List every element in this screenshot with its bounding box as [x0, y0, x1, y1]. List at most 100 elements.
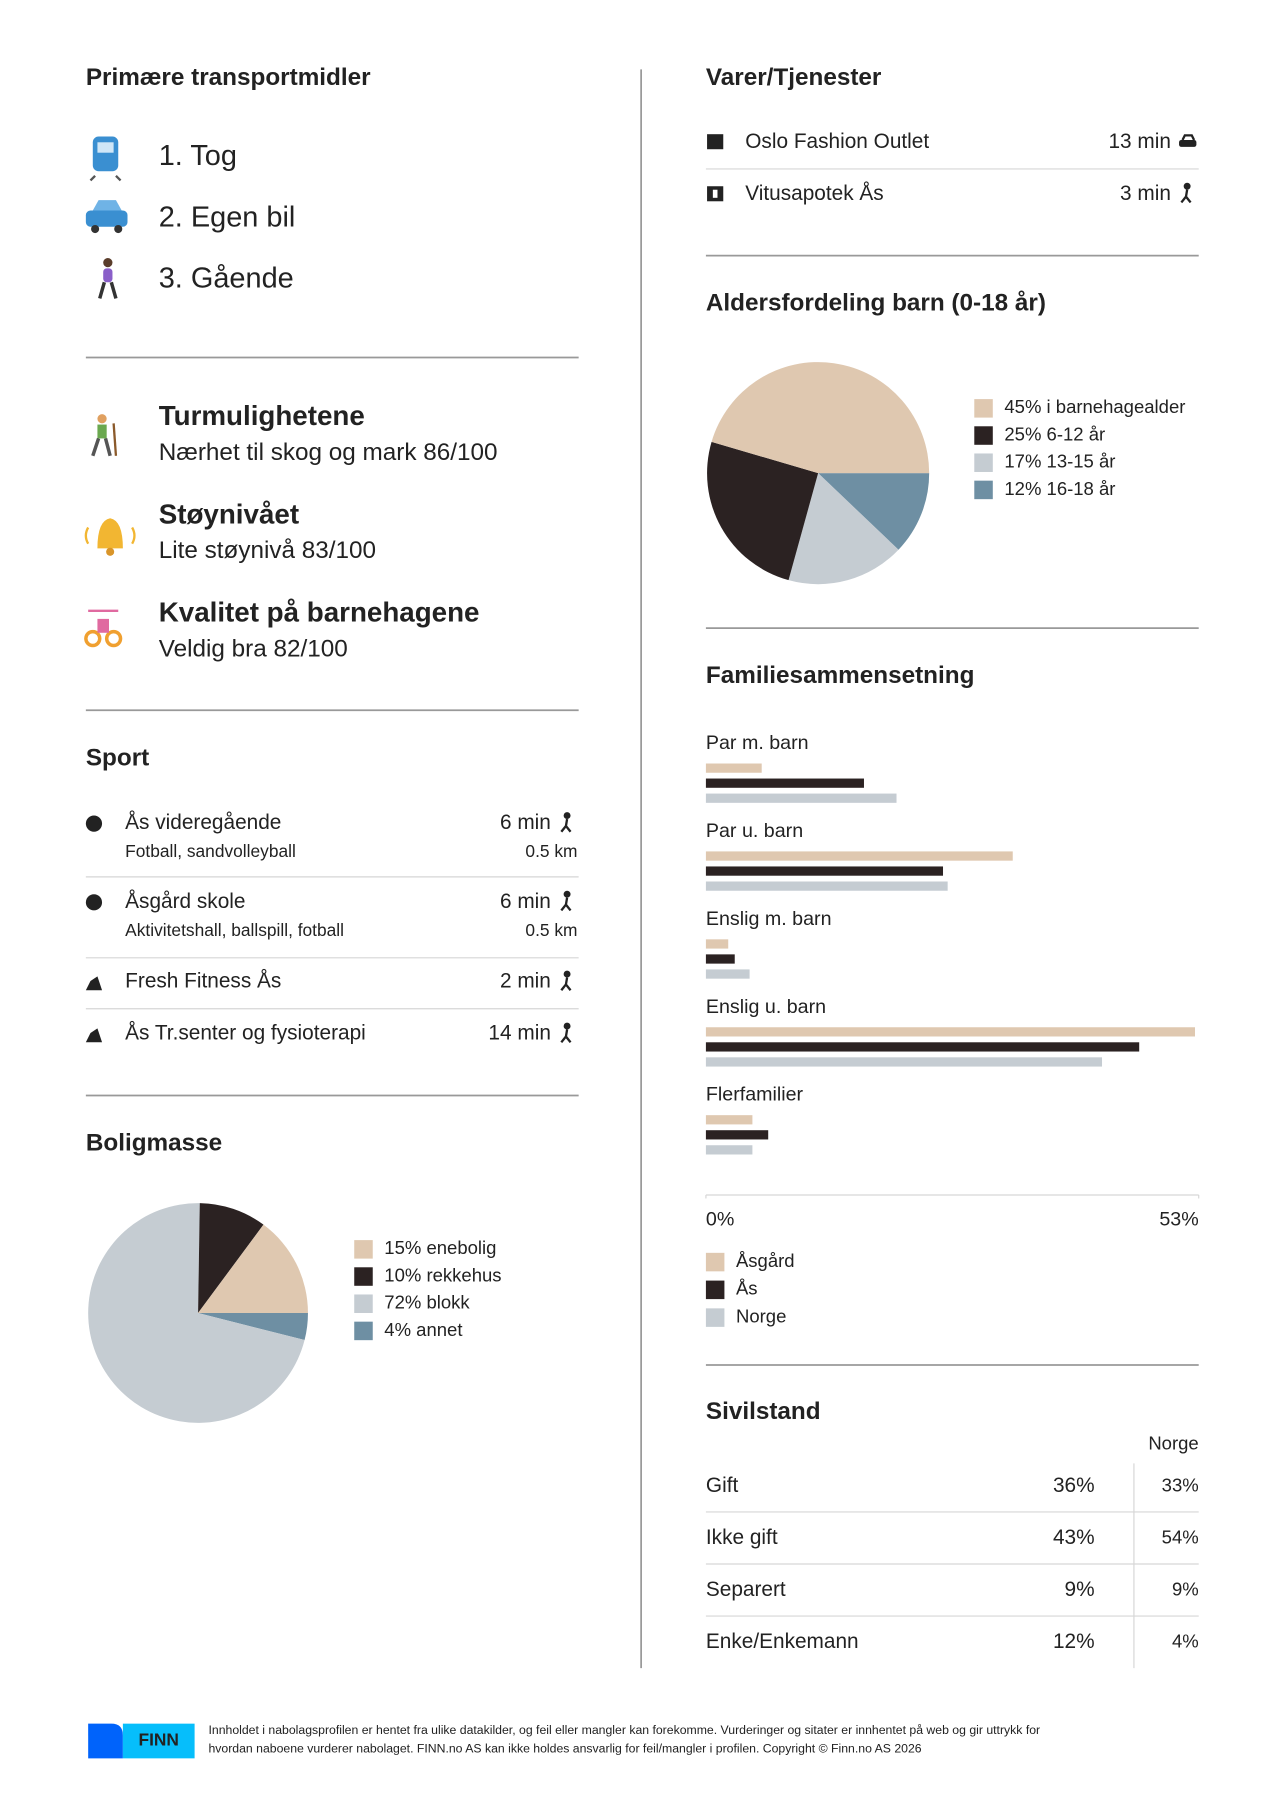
distance: 0.5 km: [525, 841, 577, 861]
pie-slice: [198, 1312, 308, 1341]
place-name: Åsgård skole: [125, 890, 245, 913]
transport-item: 1. Tog: [159, 140, 237, 172]
x-tick-label: 0%: [706, 1209, 734, 1231]
bar: [705, 793, 897, 803]
place-name: Oslo Fashion Outlet: [745, 130, 929, 153]
row-value: 12%: [1053, 1630, 1095, 1653]
chart-title: Aldersfordeling barn (0-18 år): [706, 290, 1046, 317]
legend-label: 45% i barnehagealder: [1004, 396, 1185, 417]
row-value: 36%: [1053, 1474, 1095, 1497]
bell-icon: [84, 518, 136, 556]
bar: [705, 1145, 753, 1155]
legend-swatch: [974, 480, 993, 500]
row-value: 43%: [1053, 1526, 1095, 1549]
bar: [705, 939, 729, 949]
walker-icon: [98, 257, 118, 299]
sport-icons: [85, 815, 103, 1043]
pie-slice: [198, 1224, 308, 1313]
section-title: Varer/Tjenester: [706, 64, 882, 91]
section-title: Sport: [86, 744, 149, 771]
legend-label: Åsgård: [736, 1250, 795, 1271]
pie-slice: [88, 1203, 305, 1423]
legend-label: 4% annet: [384, 1319, 462, 1340]
row-label: Enke/Enkemann: [706, 1630, 859, 1653]
distance: 0.5 km: [525, 920, 577, 940]
legend-label: 10% rekkehus: [384, 1264, 501, 1285]
row-label: Separert: [706, 1578, 786, 1601]
row-value: 9%: [1065, 1578, 1095, 1601]
legend-label: 25% 6-12 år: [1004, 423, 1105, 444]
travel-time: 3 min: [1120, 182, 1171, 205]
pie-slice: [711, 362, 930, 474]
category-label: Enslig u. barn: [706, 996, 826, 1018]
compare-value: 33%: [1162, 1474, 1199, 1495]
bar: [705, 763, 762, 773]
rating-title: Støynivået: [159, 498, 299, 529]
section-title: Sivilstand: [706, 1398, 821, 1425]
footer-text: hvordan naboene vurderer nabolaget. FINN…: [208, 1741, 921, 1755]
legend-swatch: [354, 1240, 373, 1259]
category-label: Enslig m. barn: [706, 908, 832, 930]
place-name: Fresh Fitness Ås: [125, 970, 281, 993]
bar: [705, 1027, 1195, 1037]
pie-slice: [818, 473, 930, 550]
place-detail: Aktivitetshall, ballspill, fotball: [125, 920, 344, 940]
hiker-icon: [91, 414, 118, 457]
column-header: Norge: [1148, 1433, 1198, 1454]
travel-time: 2 min: [500, 970, 551, 993]
bar: [705, 866, 944, 876]
logo-text: FINN: [139, 1730, 179, 1750]
bar: [705, 1057, 1103, 1067]
legend-swatch: [974, 426, 993, 445]
category-label: Flerfamilier: [706, 1084, 804, 1106]
place-name: Vitusapotek Ås: [745, 182, 883, 205]
place-detail: Fotball, sandvolleyball: [125, 841, 296, 861]
travel-time: 6 min: [500, 811, 551, 834]
legend-label: 72% blokk: [384, 1292, 470, 1313]
finn-logo: [88, 1723, 195, 1759]
bar: [705, 954, 735, 964]
category-label: Par m. barn: [706, 732, 809, 754]
row-label: Ikke gift: [706, 1526, 778, 1549]
travel-time: 6 min: [500, 890, 551, 913]
legend-swatch: [974, 399, 993, 418]
bar: [705, 881, 948, 891]
rating-title: Turmulighetene: [159, 400, 365, 431]
rating-text: Veldig bra 82/100: [159, 636, 348, 663]
bar: [705, 778, 864, 788]
pie-slice: [788, 473, 899, 585]
legend-swatch: [354, 1321, 373, 1341]
legend-swatch: [354, 1294, 373, 1313]
legend-swatch: [354, 1267, 373, 1286]
car-icon: [85, 200, 128, 234]
pie-slice: [198, 1203, 264, 1313]
legend-swatch: [705, 1280, 725, 1300]
travel-mode-icons: [560, 134, 1197, 1044]
bar: [705, 1042, 1140, 1052]
legend-label: Ås: [736, 1278, 758, 1299]
footer-text: Innholdet i nabolagsprofilen er hentet f…: [208, 1723, 1040, 1737]
compare-value: 9%: [1172, 1579, 1199, 1600]
bar: [705, 1115, 753, 1125]
rating-text: Nærhet til skog og mark 86/100: [159, 439, 498, 466]
legend-swatch: [705, 1308, 725, 1327]
rating-title: Kvalitet på barnehagene: [159, 597, 480, 628]
chart-title: Boligmasse: [86, 1130, 222, 1157]
compare-value: 54%: [1162, 1526, 1199, 1547]
rating-text: Lite støynivå 83/100: [159, 537, 376, 564]
bar: [705, 969, 750, 979]
compare-value: 4%: [1172, 1631, 1199, 1652]
transport-item: 2. Egen bil: [159, 201, 296, 233]
legend-label: 15% enebolig: [384, 1237, 496, 1258]
train-icon: [89, 136, 122, 182]
legend-label: 17% 13-15 år: [1004, 451, 1115, 472]
transport-item: 3. Gående: [159, 263, 294, 295]
legend-label: Norge: [736, 1306, 786, 1327]
pie-slice: [707, 441, 819, 581]
legend-swatch: [705, 1252, 725, 1272]
travel-time: 14 min: [488, 1022, 550, 1045]
x-tick-label: 53%: [1159, 1209, 1198, 1231]
